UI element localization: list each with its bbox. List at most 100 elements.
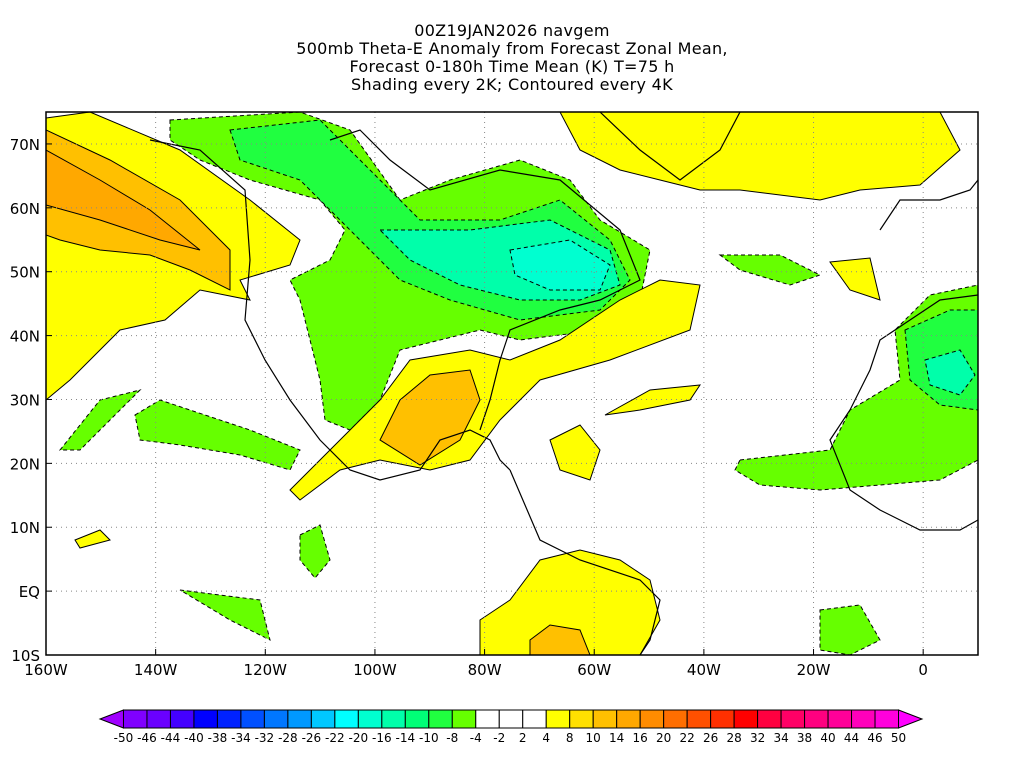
colorbar-swatch [263, 709, 289, 729]
colorbar-label: -22 [325, 731, 345, 745]
title-line-4: Shading every 2K; Contoured every 4K [351, 75, 673, 94]
lon-tick-label: 100W [353, 661, 397, 679]
colorbar-label: 20 [656, 731, 671, 745]
colorbar-label: 32 [750, 731, 765, 745]
lat-tick-label: 50N [10, 264, 40, 282]
positive-anomaly-south-america [479, 549, 661, 655]
colorbar-label: 46 [867, 731, 882, 745]
colorbar-label: -10 [419, 731, 439, 745]
lat-tick-label: 30N [10, 391, 40, 409]
lat-tick-label: 20N [10, 455, 40, 473]
colorbar-swatch [451, 709, 477, 729]
lon-tick-label: 160W [24, 661, 68, 679]
colorbar-swatch [404, 709, 430, 729]
colorbar-label: -20 [349, 731, 369, 745]
colorbar-swatch [545, 709, 571, 729]
colorbar-swatch [851, 709, 876, 729]
colorbar-label: 8 [566, 731, 574, 745]
colorbar-label: -16 [372, 731, 392, 745]
lon-tick-label: 0 [918, 661, 928, 679]
title-line-1: 00Z19JAN2026 navgem [414, 21, 610, 40]
colorbar-swatch [663, 709, 688, 729]
colorbar-label: -34 [231, 731, 251, 745]
colorbar-label: -40 [184, 731, 204, 745]
colorbar-swatch [428, 709, 453, 729]
colorbar-label: 4 [542, 731, 550, 745]
lon-tick-label: 60W [577, 661, 611, 679]
colorbar-swatch [757, 709, 782, 729]
colorbar-label: -14 [396, 731, 416, 745]
colorbar-label: -44 [161, 731, 181, 745]
colorbar-label: -26 [302, 731, 322, 745]
colorbar-label: -8 [446, 731, 458, 745]
colorbar-swatch [240, 709, 265, 729]
lon-tick-label: 40W [687, 661, 721, 679]
colorbar-label: 2 [519, 731, 527, 745]
colorbar-label: 16 [633, 731, 648, 745]
plot-frame [45, 111, 979, 656]
colorbar-swatch [381, 709, 406, 729]
colorbar-label: 14 [609, 731, 624, 745]
lat-tick-label: 70N [10, 136, 40, 154]
colorbar-label: -38 [208, 731, 228, 745]
lat-tick-label: 40N [10, 328, 40, 346]
coastlines [149, 112, 978, 655]
lat-tick-label: 10N [10, 519, 40, 537]
lat-tick-label: 10S [11, 647, 40, 665]
colorbar-label: -50 [114, 731, 134, 745]
colorbar-swatch [710, 709, 735, 729]
colorbar: -50 -46 -44 -40 -38 -34 -32 -28 -26 -22 -20 -16 -14-… [98, 709, 924, 745]
colorbar-swatch [122, 709, 148, 729]
colorbar-swatch [639, 709, 665, 729]
anomaly-shading [46, 112, 978, 655]
colorbar-label: 38 [797, 731, 812, 745]
colorbar-swatch [193, 709, 218, 729]
title-line-3: Forecast 0-180h Time Mean (K) T=75 h [349, 57, 675, 76]
colorbar-swatch [733, 709, 759, 729]
colorbar-arrow-max [898, 709, 924, 729]
colorbar-swatch [310, 709, 336, 729]
colorbar-label: 22 [680, 731, 695, 745]
colorbar-label: -32 [255, 731, 275, 745]
colorbar-swatch [357, 709, 383, 729]
colorbar-swatch [216, 709, 242, 729]
colorbar-label: 34 [773, 731, 788, 745]
colorbar-label: -28 [278, 731, 298, 745]
colorbar-swatch [616, 709, 641, 729]
colorbar-label: 28 [726, 731, 741, 745]
colorbar-label: -4 [470, 731, 482, 745]
lon-tick-label: 140W [134, 661, 178, 679]
colorbar-swatch [874, 709, 900, 729]
colorbar-swatch [780, 709, 806, 729]
colorbar-swatch [804, 709, 829, 729]
colorbar-arrow-min [98, 709, 124, 729]
lon-tick-label: 120W [244, 661, 288, 679]
colorbar-swatch [522, 709, 547, 729]
title-line-2: 500mb Theta-E Anomaly from Forecast Zona… [296, 39, 728, 58]
colorbar-swatch [592, 709, 618, 729]
colorbar-label: 40 [820, 731, 835, 745]
colorbar-swatch [569, 709, 594, 729]
lon-tick-label: 80W [468, 661, 502, 679]
colorbar-label: 26 [703, 731, 718, 745]
colorbar-label: 50 [891, 731, 906, 745]
negative-anomaly-core [509, 239, 611, 291]
lat-tick-label: EQ [19, 583, 40, 601]
colorbar-swatch [827, 709, 853, 729]
colorbar-swatch [287, 709, 312, 729]
colorbar-label: 44 [844, 731, 859, 745]
colorbar-label: 10 [586, 731, 601, 745]
colorbar-swatch [498, 709, 524, 729]
lat-tick-label: 60N [10, 200, 40, 218]
colorbar-label: -2 [493, 731, 505, 745]
colorbar-swatch [169, 709, 195, 729]
colorbar-swatch [475, 709, 500, 729]
colorbar-swatch [686, 709, 712, 729]
positive-anomaly-north-atlantic [559, 112, 961, 201]
lon-tick-label: 20W [797, 661, 831, 679]
colorbar-label: -46 [137, 731, 157, 745]
colorbar-swatch [334, 709, 359, 729]
colorbar-swatch [146, 709, 171, 729]
